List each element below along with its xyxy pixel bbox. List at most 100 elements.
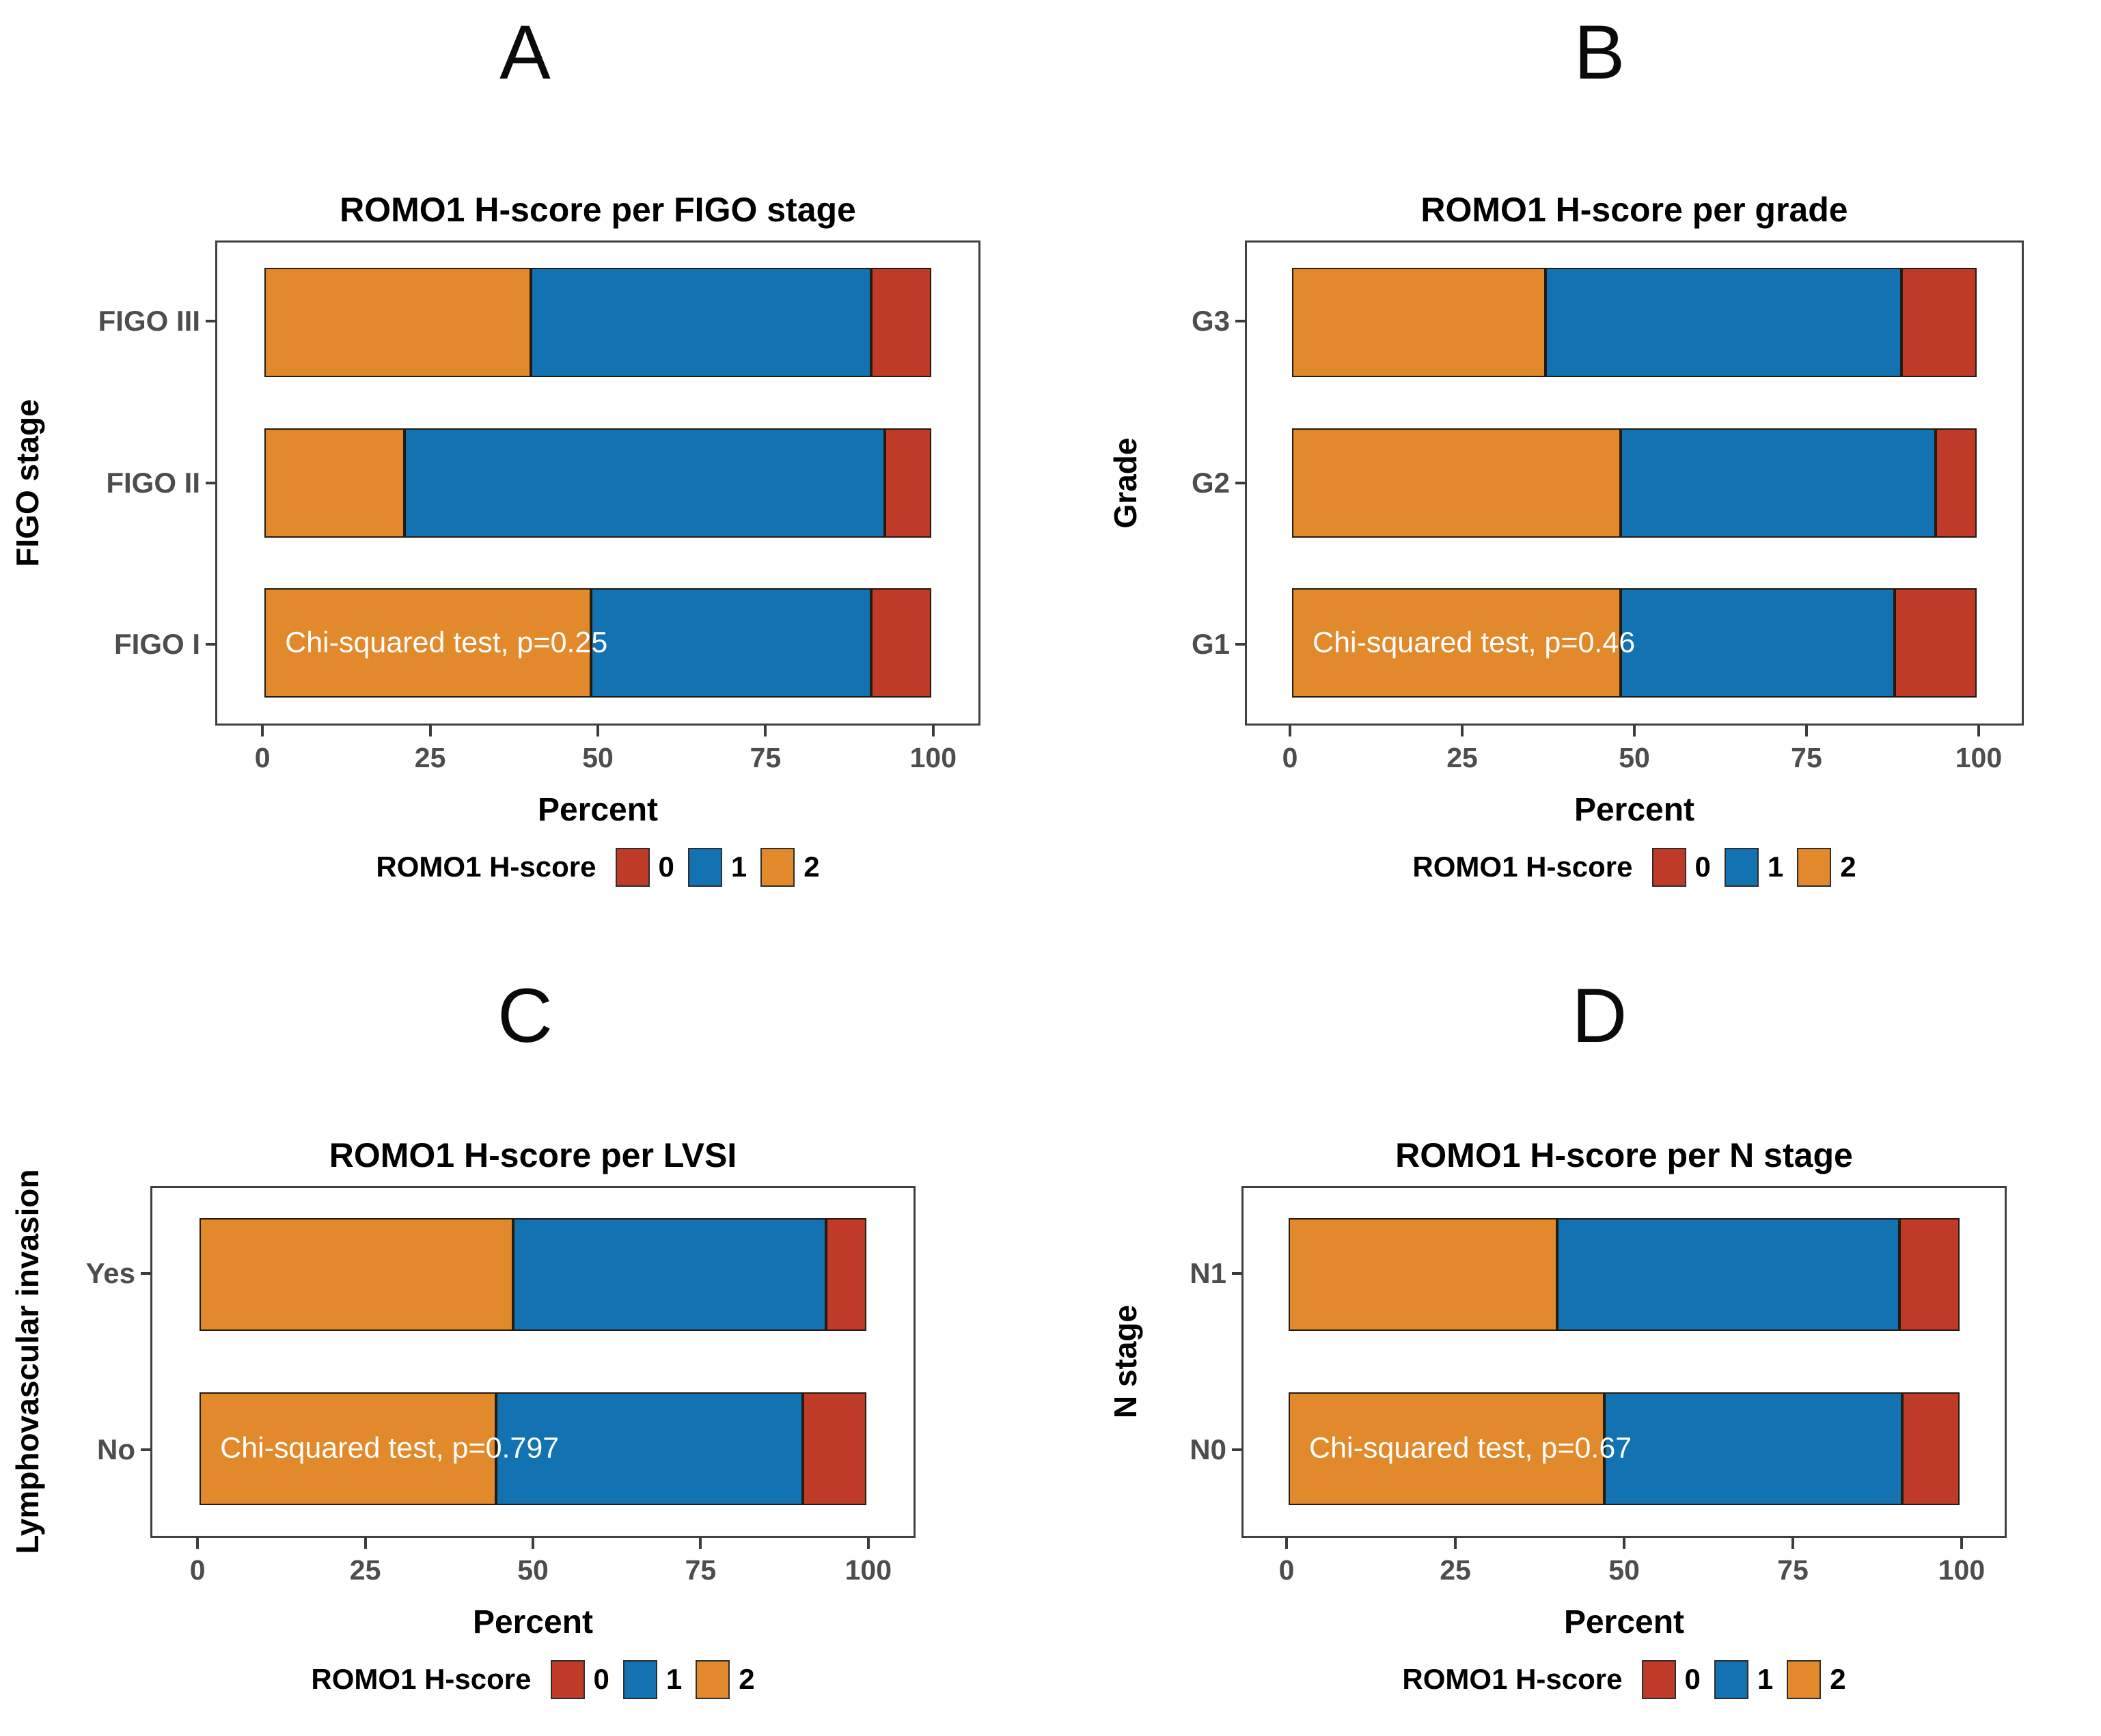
y-axis-tick [1232,1272,1241,1276]
bar-segment-hscore-0 [826,1218,866,1332]
x-axis-title: Percent [537,791,659,828]
x-axis-tick-label: 25 [1440,1554,1471,1586]
panel-a: A ROMO1 H-score per FIGO stage FIGO stag… [0,0,1050,936]
x-axis-tick-label: 75 [750,741,782,773]
bar-row [1289,1188,1960,1362]
x-axis-tick-label: 25 [349,1554,381,1586]
legend-title: ROMO1 H-score [376,851,596,883]
legend-swatch-1 [687,847,722,887]
legend-swatch-0 [615,847,650,887]
x-axis-tick-label: 100 [1938,1554,1986,1586]
x-axis-tick-label: 25 [414,741,446,773]
panel-letter: C [497,973,553,1058]
y-axis-categories: FIGO III FIGO II FIGO I [55,240,215,726]
x-axis-tick-label: 0 [1282,741,1298,773]
y-axis-tick [1232,1448,1241,1451]
stacked-bar: Chi-squared test, p=0.67 [1289,1392,1960,1505]
category-label: G3 [1191,304,1230,337]
category-label: N1 [1190,1257,1226,1290]
legend-swatch-2 [760,847,795,887]
bar-segment-hscore-0 [803,1392,866,1505]
category-row: N0 [1153,1362,1241,1538]
legend-item-0: 0 [615,847,674,887]
stacked-bar: Chi-squared test, p=0.46 [1292,588,1977,698]
chart-title: ROMO1 H-score per grade [1420,190,1848,229]
x-axis-track: 0 25 50 75 100 [255,725,957,791]
y-axis-categories: N1 N0 [1153,1186,1241,1538]
bar-row [264,243,931,403]
bar-segment-hscore-0 [1894,588,1977,698]
legend-label-0: 0 [1694,851,1711,883]
bar-segment-hscore-0 [871,588,931,698]
legend-label-0: 0 [1684,1663,1701,1696]
bar-segment-hscore-2 [1292,267,1546,377]
legend: ROMO1 H-score 0 1 2 [1241,1659,2007,1699]
legend-label-1: 1 [1757,1663,1774,1696]
chart-title: ROMO1 H-score per FIGO stage [340,190,856,229]
x-axis-tick-label: 50 [582,741,614,773]
x-axis-tick [428,725,432,736]
stat-test-annotation: Chi-squared test, p=0.46 [1313,626,1636,659]
bar-segment-hscore-0 [1901,267,1977,377]
x-axis-tick [1977,725,1980,736]
stacked-bar [1292,428,1977,538]
stat-test-annotation: Chi-squared test, p=0.67 [1309,1431,1632,1465]
x-axis-tick [196,1537,200,1549]
legend: ROMO1 H-score 0 1 2 [150,1659,916,1699]
x-axis: 0 25 50 75 100 [215,725,980,791]
panel-d: D ROMO1 H-score per N stage N stage N1 N… [1050,936,2101,1736]
x-axis-title: Percent [1574,791,1695,828]
chart-body: FIGO stage FIGO III FIGO II FIGO I [0,240,1050,726]
plot-area: Chi-squared test, p=0.25 [215,240,980,726]
bar-segment-hscore-2 [1289,1392,1604,1505]
legend-title: ROMO1 H-score [1412,851,1633,883]
legend-label-0: 0 [658,851,674,883]
x-axis-tick-label: 50 [1619,741,1650,773]
chart-title: ROMO1 H-score per LVSI [329,1135,737,1174]
x-axis-tick [1633,725,1636,736]
y-axis-tick [206,481,215,484]
x-axis-tick [1285,1537,1289,1549]
y-axis-title-column: Lymphovascular invasion [0,1169,55,1554]
x-axis: 0 25 50 75 100 [1245,725,2024,791]
bar-row [264,402,931,563]
x-axis-tick-label: 50 [517,1554,549,1586]
x-axis-tick [261,725,264,736]
x-axis-tick [596,725,599,736]
category-row: Yes [55,1186,150,1362]
category-label: No [97,1433,135,1465]
category-row: G1 [1153,564,1245,726]
x-axis-tick [1289,725,1292,736]
legend-swatch-2 [1787,1659,1822,1699]
y-axis-categories: Yes No [55,1186,150,1538]
x-axis-tick [532,1537,534,1549]
legend-swatch-0 [550,1659,585,1699]
bar-segment-hscore-1 [1556,1218,1899,1332]
legend-item-2: 2 [1797,847,1856,887]
chart-body: Grade G3 G2 G1 [1098,240,2101,726]
legend-label-1: 1 [730,851,747,883]
legend-item-1: 1 [687,847,747,887]
x-axis-tick [363,1537,367,1549]
x-axis-track: 0 25 50 75 100 [1279,1537,1985,1603]
bar-segment-hscore-1 [1604,1392,1903,1505]
category-label: G2 [1191,466,1230,499]
x-axis-tick [1960,1537,1963,1549]
chart-body: N stage N1 N0 [1098,1185,2101,1538]
panel-letter: A [499,10,551,95]
category-label: FIGO II [106,466,200,499]
panel-letter: D [1571,973,1628,1058]
y-axis-title: FIGO stage [10,398,45,567]
legend-item-0: 0 [1641,1659,1701,1699]
x-axis-track: 0 25 50 75 100 [190,1537,892,1603]
legend-item-2: 2 [1787,1659,1846,1699]
y-axis-tick [1235,319,1245,322]
x-axis-tick [1623,1537,1625,1549]
stacked-bar [1289,1218,1960,1332]
legend-label-2: 2 [1840,851,1856,883]
x-axis-tick [866,1537,870,1549]
y-axis-title: Grade [1108,437,1143,529]
x-axis-tick [1804,725,1808,736]
y-axis-tick [141,1272,150,1276]
